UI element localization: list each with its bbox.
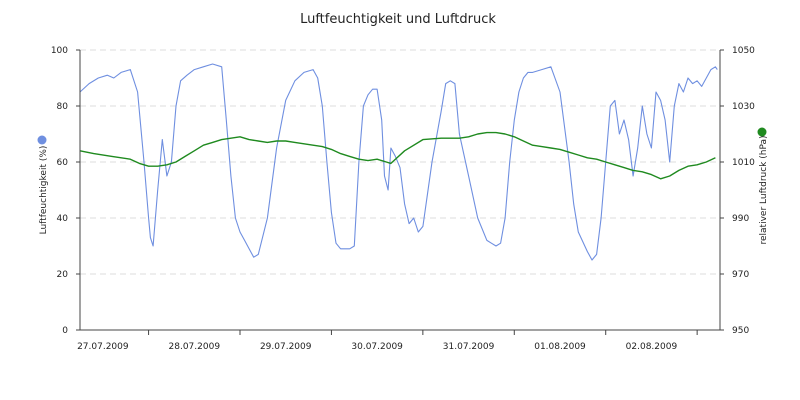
y-axis-left-title: Luftfeuchtigkeit (%) [39, 146, 49, 235]
legend-dot-pressure [757, 127, 767, 137]
y-right-tick-label: 1050 [732, 46, 755, 56]
y-left-tick-label: 40 [57, 214, 69, 224]
series-layer [79, 63, 718, 261]
x-tick-label: 27.07.2009 [77, 342, 129, 352]
y-axis-right-title: relativer Luftdruck (hPa) [759, 135, 769, 244]
legend-dot-humidity [37, 135, 47, 145]
y-right-tick-label: 950 [732, 326, 749, 336]
y-right-tick-label: 970 [732, 270, 749, 280]
series-line-pressure [79, 131, 716, 180]
y-right-tick-label: 990 [732, 214, 749, 224]
chart-title: Luftfeuchtigkeit und Luftdruck [300, 12, 496, 27]
x-tick-label: 01.08.2009 [534, 342, 586, 352]
y-right-tick-label: 1010 [732, 158, 755, 168]
y-right-tick-label: 1030 [732, 102, 755, 112]
y-left-tick-label: 20 [57, 270, 69, 280]
grid [80, 49, 720, 275]
y-left-tick-label: 0 [62, 326, 68, 336]
x-tick-label: 29.07.2009 [260, 342, 312, 352]
x-tick-label: 30.07.2009 [351, 342, 403, 352]
x-tick-label: 31.07.2009 [443, 342, 495, 352]
y-left-tick-label: 60 [57, 158, 69, 168]
axes [76, 49, 724, 335]
x-tick-label: 28.07.2009 [169, 342, 221, 352]
tick-labels: 0 20 40 60 80 100 950 970 990 1010 1030 1050 27.07.2… [51, 46, 755, 352]
y-left-tick-label: 80 [57, 102, 69, 112]
y-left-tick-label: 100 [51, 46, 68, 56]
x-tick-label: 02.08.2009 [626, 342, 678, 352]
